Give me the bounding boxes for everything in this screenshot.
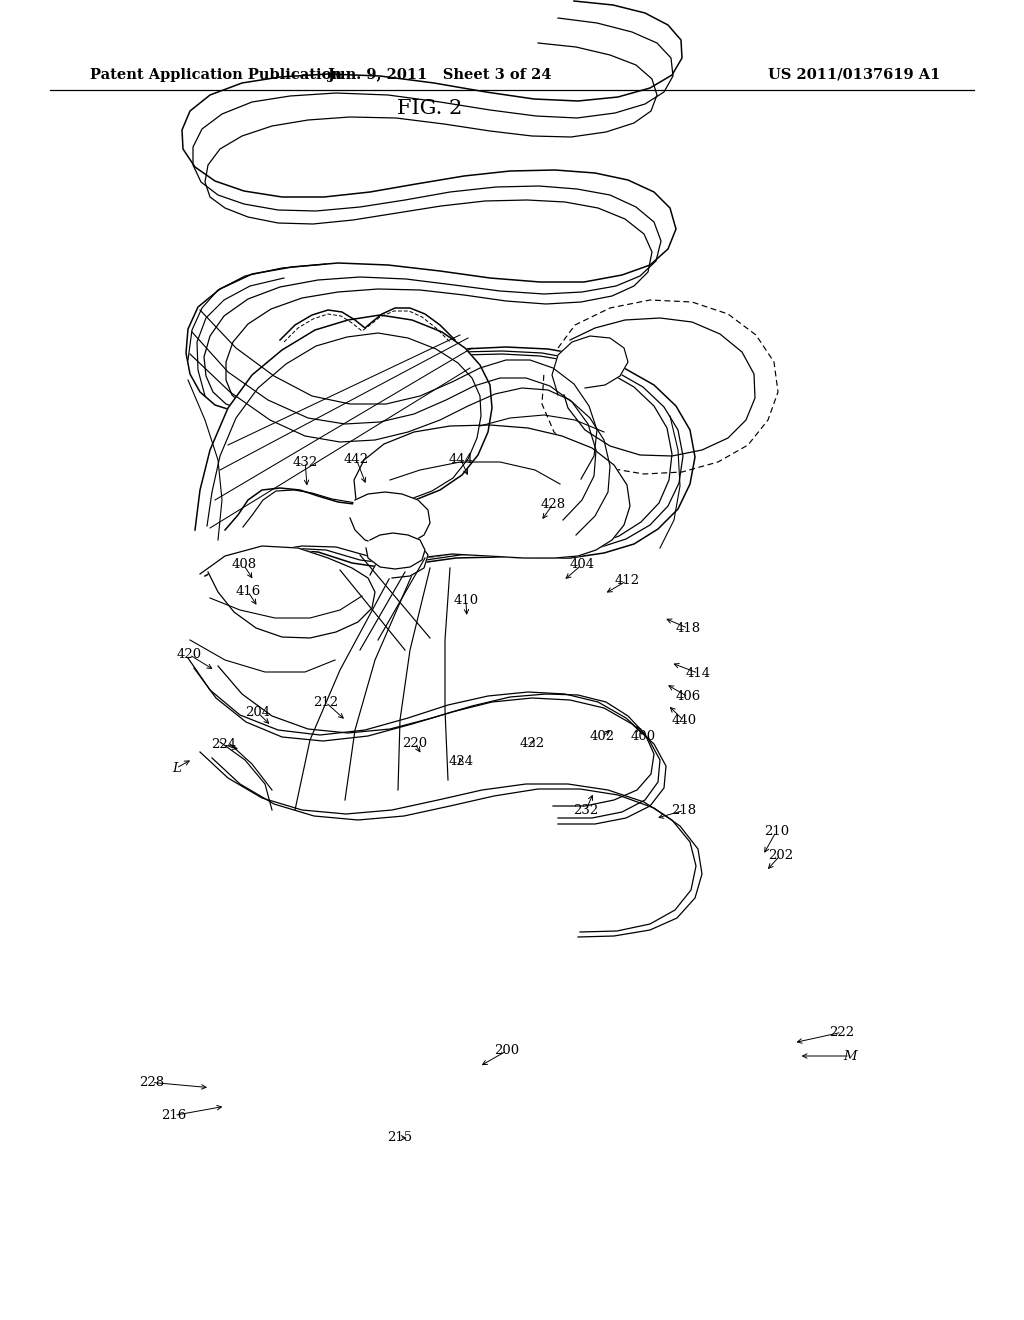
- Text: 216: 216: [162, 1109, 186, 1122]
- Text: 212: 212: [313, 696, 338, 709]
- Text: 420: 420: [177, 648, 202, 661]
- Text: 215: 215: [387, 1131, 412, 1144]
- Polygon shape: [195, 315, 492, 531]
- Text: Jun. 9, 2011   Sheet 3 of 24: Jun. 9, 2011 Sheet 3 of 24: [329, 69, 552, 82]
- Text: L: L: [172, 762, 180, 775]
- Text: 416: 416: [236, 585, 260, 598]
- Text: 224: 224: [211, 738, 236, 751]
- Text: 200: 200: [495, 1044, 519, 1057]
- Text: 414: 414: [686, 667, 711, 680]
- Polygon shape: [350, 492, 430, 546]
- Text: 412: 412: [614, 574, 639, 587]
- Text: 220: 220: [402, 737, 427, 750]
- Polygon shape: [370, 543, 428, 578]
- Text: 218: 218: [672, 804, 696, 817]
- Text: 232: 232: [573, 804, 598, 817]
- Text: 444: 444: [449, 453, 473, 466]
- Text: 428: 428: [541, 498, 565, 511]
- Polygon shape: [552, 337, 628, 395]
- Text: Patent Application Publication: Patent Application Publication: [90, 69, 342, 82]
- Polygon shape: [366, 533, 425, 569]
- Text: 222: 222: [829, 1026, 854, 1039]
- Text: 210: 210: [764, 825, 788, 838]
- Text: 406: 406: [676, 690, 700, 704]
- Text: 404: 404: [569, 558, 594, 572]
- Text: 408: 408: [231, 558, 256, 572]
- Text: 202: 202: [768, 849, 793, 862]
- Text: 440: 440: [672, 714, 696, 727]
- Polygon shape: [200, 546, 375, 638]
- Text: 228: 228: [139, 1076, 164, 1089]
- Text: 400: 400: [631, 730, 655, 743]
- Text: 442: 442: [344, 453, 369, 466]
- Text: FIG. 2: FIG. 2: [397, 99, 463, 117]
- Text: 424: 424: [449, 755, 473, 768]
- Text: 422: 422: [520, 737, 545, 750]
- Text: 402: 402: [590, 730, 614, 743]
- Text: 410: 410: [454, 594, 478, 607]
- Polygon shape: [560, 318, 755, 455]
- Text: 204: 204: [246, 706, 270, 719]
- Polygon shape: [354, 425, 630, 568]
- Text: 418: 418: [676, 622, 700, 635]
- Text: 432: 432: [293, 455, 317, 469]
- Text: US 2011/0137619 A1: US 2011/0137619 A1: [768, 69, 940, 82]
- Text: M: M: [843, 1049, 857, 1063]
